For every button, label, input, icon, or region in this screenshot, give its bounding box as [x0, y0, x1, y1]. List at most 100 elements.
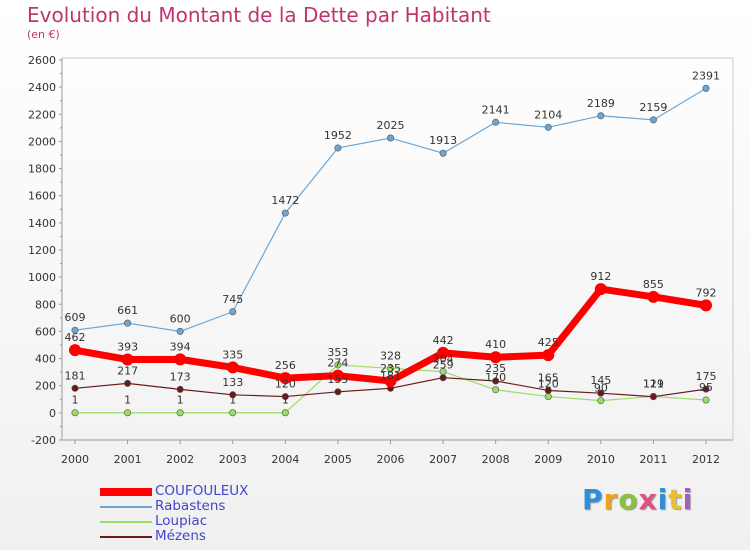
data-label-rabastens: 600 [170, 312, 191, 325]
data-point-rabastens [702, 84, 710, 92]
legend-item-mezens: Mézens [100, 529, 360, 544]
data-point-mezens [334, 388, 342, 396]
data-label-rabastens: 1472 [271, 194, 299, 207]
data-point-rabastens [229, 308, 237, 316]
x-tick-label: 2007 [429, 453, 457, 466]
brand-letter: o [618, 483, 639, 516]
data-point-mezens [597, 389, 605, 397]
chart-legend: COUFOULEUX Rabastens Loupiac Mézens [100, 484, 360, 544]
data-point-rabastens [597, 112, 605, 120]
legend-swatch [100, 506, 152, 508]
data-label-loupiac: 120 [538, 378, 559, 391]
x-tick-label: 2009 [534, 453, 562, 466]
data-label-mezens: 119 [643, 378, 664, 391]
data-label-loupiac: 304 [433, 353, 454, 366]
y-tick-label: 2000 [28, 135, 56, 148]
data-point-rabastens [334, 144, 342, 152]
data-point-loupiac [597, 397, 605, 405]
data-label-rabastens: 2141 [482, 103, 510, 116]
data-point-loupiac [176, 409, 184, 417]
y-tick-label: 1800 [28, 163, 56, 176]
legend-label: Rabastens [155, 498, 226, 514]
data-label-coufouleux: 394 [170, 340, 191, 353]
data-point-loupiac [702, 396, 710, 404]
data-label-loupiac: 353 [327, 346, 348, 359]
data-label-coufouleux: 393 [117, 341, 138, 354]
data-label-loupiac: 95 [699, 381, 713, 394]
data-label-loupiac: 1 [124, 394, 131, 407]
data-point-mezens [281, 393, 289, 401]
data-label-coufouleux: 855 [643, 278, 664, 291]
x-tick-label: 2000 [61, 453, 89, 466]
data-label-mezens: 173 [170, 370, 191, 383]
y-tick-label: 2600 [28, 54, 56, 67]
y-tick-label: 1400 [28, 217, 56, 230]
data-label-mezens: 217 [117, 364, 138, 377]
x-tick-label: 2004 [271, 453, 299, 466]
x-tick-label: 2003 [219, 453, 247, 466]
legend-item-rabastens: Rabastens [100, 499, 360, 514]
data-point-coufouleux [121, 353, 134, 366]
data-label-coufouleux: 792 [696, 286, 717, 299]
y-tick-label: 400 [35, 353, 56, 366]
data-label-mezens: 181 [380, 369, 401, 382]
data-point-rabastens [124, 319, 132, 327]
data-label-rabastens: 2391 [692, 69, 720, 82]
data-point-coufouleux [647, 290, 660, 303]
data-label-loupiac: 1 [72, 394, 79, 407]
legend-label: Mézens [155, 528, 206, 544]
data-label-mezens: 133 [222, 376, 243, 389]
y-tick-label: 200 [35, 380, 56, 393]
data-point-loupiac [492, 386, 500, 394]
data-label-coufouleux: 425 [538, 336, 559, 349]
x-tick-label: 2002 [166, 453, 194, 466]
y-tick-label: 1600 [28, 190, 56, 203]
data-label-rabastens: 609 [65, 311, 86, 324]
data-point-rabastens [176, 327, 184, 335]
data-label-rabastens: 1913 [429, 134, 457, 147]
x-tick-label: 2005 [324, 453, 352, 466]
brand-letter: t [668, 483, 683, 516]
data-point-rabastens [281, 209, 289, 217]
data-label-loupiac: 121 [643, 377, 664, 390]
legend-label: COUFOULEUX [155, 483, 249, 499]
data-point-rabastens [492, 118, 500, 126]
y-tick-label: 600 [35, 325, 56, 338]
data-point-loupiac [386, 364, 394, 372]
x-tick-label: 2012 [692, 453, 720, 466]
legend-swatch [100, 536, 152, 538]
legend-swatch [100, 521, 152, 523]
data-point-coufouleux [489, 351, 502, 364]
data-point-mezens [649, 393, 657, 401]
data-point-mezens [176, 385, 184, 393]
data-label-loupiac: 1 [177, 394, 184, 407]
data-point-coufouleux [437, 346, 450, 359]
data-point-coufouleux [331, 369, 344, 382]
data-point-coufouleux [226, 361, 239, 374]
data-label-mezens: 235 [485, 362, 506, 375]
x-tick-label: 2008 [482, 453, 510, 466]
y-tick-label: 800 [35, 298, 56, 311]
data-label-coufouleux: 410 [485, 338, 506, 351]
brand-letter: x [638, 483, 658, 516]
x-tick-label: 2001 [114, 453, 142, 466]
x-tick-label: 2011 [639, 453, 667, 466]
data-point-rabastens [544, 123, 552, 131]
data-point-mezens [492, 377, 500, 385]
brand-logo: Proxiti [582, 483, 693, 516]
data-label-coufouleux: 442 [433, 334, 454, 347]
data-label-coufouleux: 235 [380, 362, 401, 375]
data-label-rabastens: 2104 [534, 108, 562, 121]
data-label-loupiac: 90 [594, 382, 608, 395]
data-label-mezens: 165 [538, 371, 559, 384]
data-label-rabastens: 745 [222, 293, 243, 306]
legend-label: Loupiac [155, 513, 208, 529]
data-label-coufouleux: 335 [222, 348, 243, 361]
y-tick-label: 2400 [28, 81, 56, 94]
data-label-rabastens: 2159 [639, 101, 667, 114]
chart-title: Evolution du Montant de la Dette par Hab… [27, 3, 491, 27]
data-point-mezens [124, 379, 132, 387]
data-point-mezens [439, 374, 447, 382]
